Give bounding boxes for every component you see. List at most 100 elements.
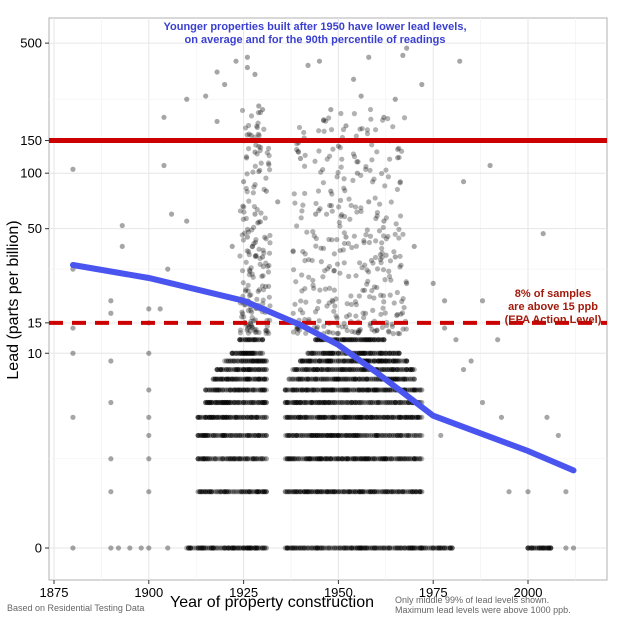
annotation-line-2: are above 15 ppb bbox=[508, 301, 598, 313]
data-point bbox=[244, 132, 250, 138]
data-point bbox=[294, 330, 301, 336]
data-point bbox=[369, 326, 375, 333]
data-point bbox=[349, 399, 355, 406]
data-point bbox=[262, 234, 268, 240]
data-point bbox=[237, 376, 243, 382]
data-point bbox=[352, 299, 359, 305]
data-point bbox=[212, 456, 218, 462]
data-point bbox=[127, 545, 133, 551]
data-point bbox=[216, 387, 222, 393]
data-point bbox=[326, 545, 332, 551]
data-point bbox=[241, 209, 247, 215]
data-point bbox=[395, 155, 401, 161]
data-point bbox=[222, 545, 228, 551]
data-point bbox=[347, 456, 353, 462]
data-point bbox=[388, 199, 394, 205]
data-point bbox=[263, 330, 269, 336]
x-tick-label: 1925 bbox=[229, 585, 258, 600]
data-point bbox=[348, 202, 354, 209]
data-point bbox=[340, 247, 346, 253]
data-point bbox=[265, 328, 271, 335]
data-point bbox=[210, 414, 216, 420]
data-point bbox=[388, 387, 395, 393]
data-point bbox=[364, 227, 370, 233]
data-point bbox=[258, 414, 264, 420]
data-point bbox=[351, 154, 358, 160]
data-point bbox=[323, 118, 329, 124]
data-point bbox=[249, 271, 255, 277]
data-point bbox=[404, 376, 410, 382]
data-point bbox=[146, 414, 152, 420]
data-point bbox=[379, 432, 385, 439]
data-point bbox=[261, 456, 268, 462]
data-point bbox=[218, 489, 224, 495]
data-point bbox=[335, 143, 341, 149]
y-axis-label: Lead (parts per billion) bbox=[5, 220, 22, 379]
data-point bbox=[330, 366, 336, 373]
data-point bbox=[383, 350, 389, 356]
data-point bbox=[239, 489, 245, 495]
data-point bbox=[331, 267, 337, 274]
data-point bbox=[359, 265, 365, 271]
data-point bbox=[214, 489, 220, 495]
data-point bbox=[404, 489, 410, 495]
data-point bbox=[249, 309, 255, 315]
data-point bbox=[297, 399, 304, 406]
data-point bbox=[252, 211, 258, 217]
data-point bbox=[244, 456, 250, 462]
data-point bbox=[256, 329, 262, 336]
data-point bbox=[324, 376, 330, 382]
data-point bbox=[288, 414, 294, 420]
data-point bbox=[392, 231, 398, 237]
data-point bbox=[312, 158, 318, 164]
data-point bbox=[398, 262, 404, 268]
data-point bbox=[286, 432, 292, 439]
data-point bbox=[334, 315, 340, 321]
data-point bbox=[400, 358, 406, 364]
data-point bbox=[252, 149, 258, 155]
data-point bbox=[302, 190, 308, 197]
data-point bbox=[336, 219, 342, 225]
data-point bbox=[347, 489, 353, 495]
data-point bbox=[206, 432, 213, 439]
footnote-1: Only middle 99% of lead levels shown. bbox=[395, 595, 549, 605]
data-point bbox=[368, 116, 374, 122]
data-point bbox=[248, 318, 254, 324]
data-point bbox=[235, 399, 241, 406]
data-point bbox=[373, 238, 379, 244]
data-point bbox=[239, 309, 245, 315]
data-point bbox=[299, 456, 305, 462]
data-point bbox=[525, 545, 531, 551]
data-point bbox=[210, 545, 216, 551]
data-point bbox=[300, 310, 306, 316]
data-point bbox=[305, 489, 311, 495]
data-point bbox=[256, 545, 262, 551]
data-point bbox=[250, 318, 257, 324]
data-point bbox=[383, 432, 389, 439]
data-point bbox=[386, 358, 393, 364]
data-point bbox=[343, 123, 349, 129]
data-point bbox=[374, 149, 380, 155]
data-point bbox=[204, 432, 211, 439]
data-point bbox=[214, 545, 220, 551]
data-point bbox=[350, 151, 357, 157]
data-point bbox=[250, 489, 256, 495]
data-point bbox=[332, 358, 338, 364]
data-point bbox=[294, 456, 300, 462]
data-point bbox=[340, 126, 347, 133]
data-point bbox=[235, 358, 241, 364]
data-point bbox=[294, 545, 300, 551]
data-point bbox=[386, 432, 393, 439]
data-point bbox=[253, 329, 260, 335]
data-point bbox=[250, 274, 256, 280]
data-point bbox=[387, 292, 393, 298]
data-point bbox=[369, 157, 375, 163]
data-point bbox=[233, 489, 239, 495]
data-point bbox=[343, 545, 349, 551]
data-point bbox=[330, 456, 336, 462]
data-point bbox=[367, 233, 374, 239]
data-point bbox=[394, 311, 401, 318]
data-point bbox=[373, 456, 379, 462]
data-point bbox=[364, 131, 371, 137]
data-point bbox=[320, 274, 326, 280]
